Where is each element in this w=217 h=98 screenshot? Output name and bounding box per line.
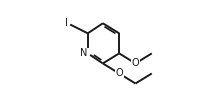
Text: N: N xyxy=(81,48,88,58)
Text: O: O xyxy=(115,69,123,78)
Text: O: O xyxy=(132,58,139,68)
Text: I: I xyxy=(65,18,68,28)
